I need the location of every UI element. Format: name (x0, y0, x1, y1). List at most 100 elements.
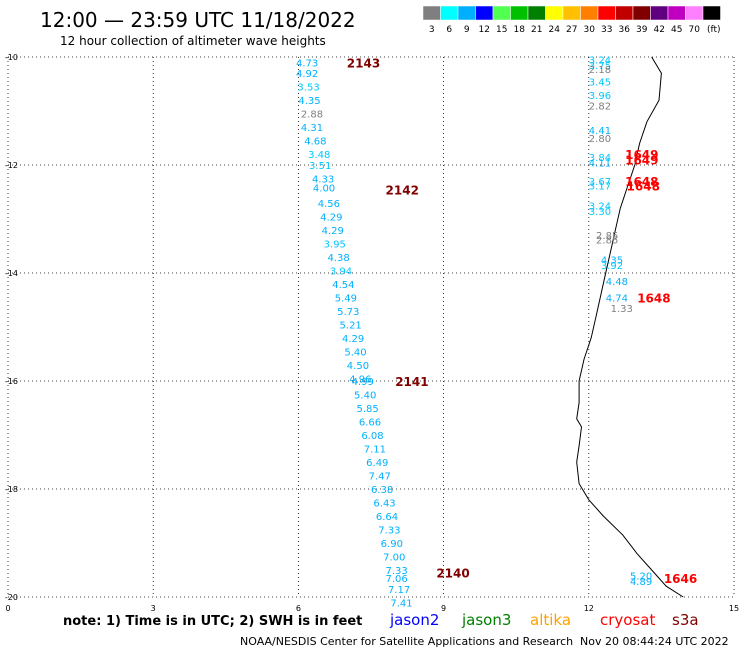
color-swatch (527, 5, 546, 21)
wave-height-value: 5.21 (340, 320, 362, 331)
axis-ticks: 0 3 6 9 12 15 -10 -12 -14 -16 -18 -20 (5, 53, 739, 613)
wave-height-value: 4.89 (630, 577, 652, 588)
wave-height-value: 7.33 (378, 526, 400, 537)
track-number: 2143 (347, 56, 380, 70)
x-tick-label: 9 (441, 604, 446, 613)
wave-height-value: 6.90 (381, 539, 403, 550)
wave-height-value: 5.40 (344, 347, 366, 358)
wave-height-value: 3.94 (330, 266, 352, 277)
wave-height-value: 3.53 (297, 83, 319, 94)
color-scale-label: 9 (464, 25, 470, 35)
wave-height-value: 4.11 (589, 158, 611, 169)
wave-height-value: 2.88 (301, 110, 323, 121)
color-swatch (632, 5, 651, 21)
wave-height-points: 4.734.92 3.53 4.35 2.88 4.31 4.68 3.483.51 4.33… (296, 56, 652, 610)
wave-height-value: 3.67 (589, 177, 611, 188)
wave-height-value: 3.95 (324, 239, 346, 250)
color-swatch (545, 5, 564, 21)
wave-height-value: 4.00 (313, 184, 335, 195)
color-scale-label: 24 (549, 25, 561, 35)
map-title: 12:00 — 23:59 UTC 11/18/2022 (40, 8, 356, 32)
track-number: 1648 (625, 175, 658, 189)
wave-height-value: 2.18 (589, 65, 611, 76)
wave-height-value: 4.50 (347, 361, 369, 372)
wave-height-value: 7.41 (390, 598, 412, 609)
wave-height-value: 4.68 (304, 137, 326, 148)
map-subtitle: 12 hour collection of altimeter wave hei… (60, 34, 326, 48)
wave-height-value: 3.84 (589, 153, 611, 164)
track-number: 1649 (625, 154, 658, 168)
wave-height-value: 4.73 (296, 58, 318, 69)
color-scale-label: 6 (446, 25, 452, 35)
track-number: 1648 (637, 291, 670, 305)
color-swatch (422, 5, 441, 21)
track-number: 1648 (627, 180, 660, 194)
color-swatch (562, 5, 581, 21)
wave-height-value: 2.85 (596, 236, 618, 247)
color-swatch (615, 5, 634, 21)
color-scale-label: 12 (479, 25, 490, 35)
credit-text: NOAA/NESDIS Center for Satellite Applica… (240, 635, 573, 648)
y-tick-label: -18 (5, 485, 18, 494)
wave-height-value: 4.35 (601, 256, 623, 267)
wave-height-value: 7.17 (388, 585, 410, 596)
track-number: 1646 (664, 572, 697, 586)
wave-height-value: 4.29 (320, 212, 342, 223)
wave-height-value: 3.96 (589, 91, 611, 102)
color-swatch (440, 5, 459, 21)
wave-height-value: 5.40 (354, 391, 376, 402)
color-scale-label: 18 (514, 25, 526, 35)
color-scale-label: 36 (619, 25, 631, 35)
color-scale-label: 21 (531, 25, 542, 35)
wave-height-value: 5.20 (630, 571, 652, 582)
wave-height-value: 4.31 (301, 123, 323, 134)
wave-height-value: 3.75 (589, 61, 611, 72)
x-tick-label: 6 (296, 604, 301, 613)
wave-height-value: 3.30 (589, 207, 611, 218)
color-scale-label: 70 (689, 25, 701, 35)
footnote: note: 1) Time is in UTC; 2) SWH is in fe… (63, 614, 362, 629)
wave-height-value: 7.11 (364, 445, 386, 456)
track-number: 2140 (436, 567, 469, 581)
x-tick-label: 12 (584, 604, 594, 613)
color-scale-label: 27 (566, 25, 577, 35)
x-tick-label: 3 (151, 604, 156, 613)
color-scale-label: 30 (584, 25, 596, 35)
wave-height-value: 7.47 (369, 472, 391, 483)
wave-height-value: 3.51 (309, 161, 331, 172)
color-swatch (492, 5, 511, 21)
color-scale-label: (ft) (707, 25, 721, 35)
wave-height-value: 7.00 (383, 553, 405, 564)
satellite-legend-item: cryosat (600, 611, 655, 629)
wave-height-value: 4.33 (312, 175, 334, 186)
color-swatch (597, 5, 616, 21)
wave-height-value: 4.99 (352, 377, 374, 388)
wave-height-value: 7.33 (386, 566, 408, 577)
x-tick-label: 0 (5, 604, 10, 613)
satellite-legend-item: s3a (672, 611, 699, 629)
wave-height-value: 5.73 (337, 307, 359, 318)
wave-height-value: 7.06 (386, 574, 408, 585)
wave-height-value: 4.29 (342, 334, 364, 345)
wave-height-value: 4.54 (332, 280, 354, 291)
wave-height-value: 1.33 (611, 304, 633, 315)
wave-height-value: 6.49 (366, 458, 388, 469)
y-tick-label: -10 (5, 53, 18, 62)
wave-height-value: 4.96 (349, 374, 371, 385)
color-scale-label: 45 (671, 25, 682, 35)
wave-height-value: 3.92 (601, 261, 623, 272)
color-scale-legend: 3 6 9 12 15 18 21 24 27 30 33 36 39 42 45 70 (ft) (422, 5, 721, 35)
color-scale-label: 3 (429, 25, 435, 35)
color-scale-label: 39 (636, 25, 648, 35)
wave-height-value: 2.80 (589, 134, 611, 145)
wave-height-value: 3.24 (589, 56, 611, 67)
track-number: 2142 (386, 183, 419, 197)
wave-height-value: 5.49 (335, 293, 357, 304)
wave-height-value: 3.17 (589, 182, 611, 193)
color-swatch (667, 5, 686, 21)
wave-height-value: 4.92 (296, 69, 318, 80)
color-swatch (457, 5, 476, 21)
wave-height-value: 6.08 (361, 431, 383, 442)
color-scale-label: 15 (496, 25, 507, 35)
